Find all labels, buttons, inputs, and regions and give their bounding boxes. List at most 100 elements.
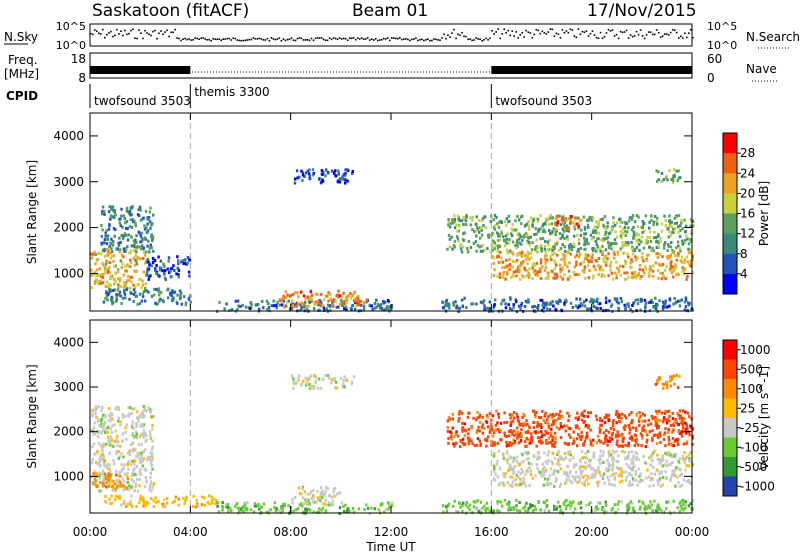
range-cell: [114, 213, 117, 217]
nsky-label: N.Sky: [4, 30, 38, 44]
range-cell: [689, 481, 692, 485]
range-cell: [631, 214, 635, 218]
range-cell: [485, 308, 488, 312]
range-cell: [473, 229, 476, 233]
range-cell: [145, 226, 148, 230]
range-cell: [673, 421, 676, 425]
range-cell: [690, 259, 693, 263]
nsky-point: [383, 37, 385, 40]
range-cell: [552, 227, 555, 231]
range-cell: [128, 211, 131, 215]
range-cell: [669, 462, 672, 466]
range-cell: [447, 218, 450, 222]
range-cell: [581, 269, 584, 273]
range-cell: [183, 502, 186, 506]
range-cell: [554, 227, 558, 231]
range-cell: [624, 277, 627, 281]
range-cell: [121, 467, 124, 471]
range-cell: [135, 455, 138, 458]
range-cell: [559, 247, 563, 250]
range-cell: [681, 266, 684, 270]
range-cell: [122, 501, 125, 505]
range-cell: [555, 300, 558, 304]
range-cell: [647, 418, 651, 422]
range-cell: [298, 492, 302, 496]
range-cell: [471, 215, 475, 219]
range-cell: [158, 268, 162, 272]
range-cell: [123, 472, 127, 476]
range-cell: [128, 278, 131, 282]
range-cell: [546, 477, 550, 481]
range-cell: [157, 287, 160, 291]
nsky-point: [228, 37, 231, 40]
range-cell: [571, 305, 574, 309]
range-cell: [104, 421, 107, 425]
range-cell: [632, 230, 635, 234]
range-cell: [148, 246, 151, 250]
range-cell: [142, 270, 145, 274]
range-cell: [666, 256, 670, 260]
range-cell: [605, 429, 608, 432]
range-cell: [640, 240, 643, 244]
range-cell: [595, 504, 598, 508]
range-cell: [524, 257, 528, 261]
range-cell: [134, 459, 137, 463]
range-cell: [149, 436, 152, 440]
range-cell: [388, 505, 391, 509]
range-cell: [99, 279, 102, 283]
range-cell: [140, 236, 144, 240]
range-cell: [521, 275, 525, 279]
range-cell: [547, 271, 550, 275]
range-cell: [602, 223, 605, 227]
range-cell: [559, 270, 562, 274]
range-cell: [672, 374, 676, 378]
range-cell: [655, 240, 658, 244]
range-cell: [477, 510, 480, 514]
range-cell: [547, 459, 550, 463]
range-cell: [97, 282, 100, 286]
range-cell: [666, 305, 669, 309]
range-cell: [151, 256, 155, 260]
range-cell: [489, 250, 492, 254]
range-cell: [146, 268, 149, 272]
range-cell: [94, 253, 97, 257]
range-cell: [579, 262, 582, 266]
range-cell: [346, 179, 349, 183]
range-cell: [607, 413, 610, 417]
range-cell: [106, 253, 109, 257]
range-cell: [98, 458, 101, 461]
range-cell: [678, 246, 681, 250]
range-cell: [114, 489, 117, 493]
range-cell: [534, 507, 537, 511]
range-cell: [305, 381, 308, 385]
range-cell: [542, 500, 545, 504]
range-cell: [577, 242, 581, 245]
range-cell: [115, 440, 118, 443]
nsky-point: [346, 39, 349, 41]
range-cell: [376, 302, 379, 306]
range-cell: [577, 433, 580, 437]
range-cell: [500, 221, 503, 224]
range-cell: [618, 480, 621, 484]
nsky-point: [409, 39, 411, 42]
range-cell: [99, 489, 102, 493]
range-cell: [586, 253, 589, 257]
range-cell: [337, 305, 340, 309]
range-cell: [442, 504, 445, 508]
range-cell: [555, 425, 558, 429]
range-cell: [257, 307, 261, 311]
range-cell: [146, 244, 149, 248]
range-cell: [568, 247, 571, 251]
range-cell: [475, 215, 478, 219]
range-cell: [676, 440, 679, 444]
range-cell: [515, 473, 518, 477]
range-cell: [526, 470, 529, 474]
range-cell: [127, 487, 130, 491]
range-cell: [651, 269, 655, 273]
range-cell: [615, 266, 619, 270]
colorbar-swatch: [723, 153, 737, 174]
range-cell: [218, 300, 221, 304]
range-cell: [586, 464, 589, 468]
range-cell: [543, 303, 546, 307]
range-cell: [630, 462, 633, 465]
